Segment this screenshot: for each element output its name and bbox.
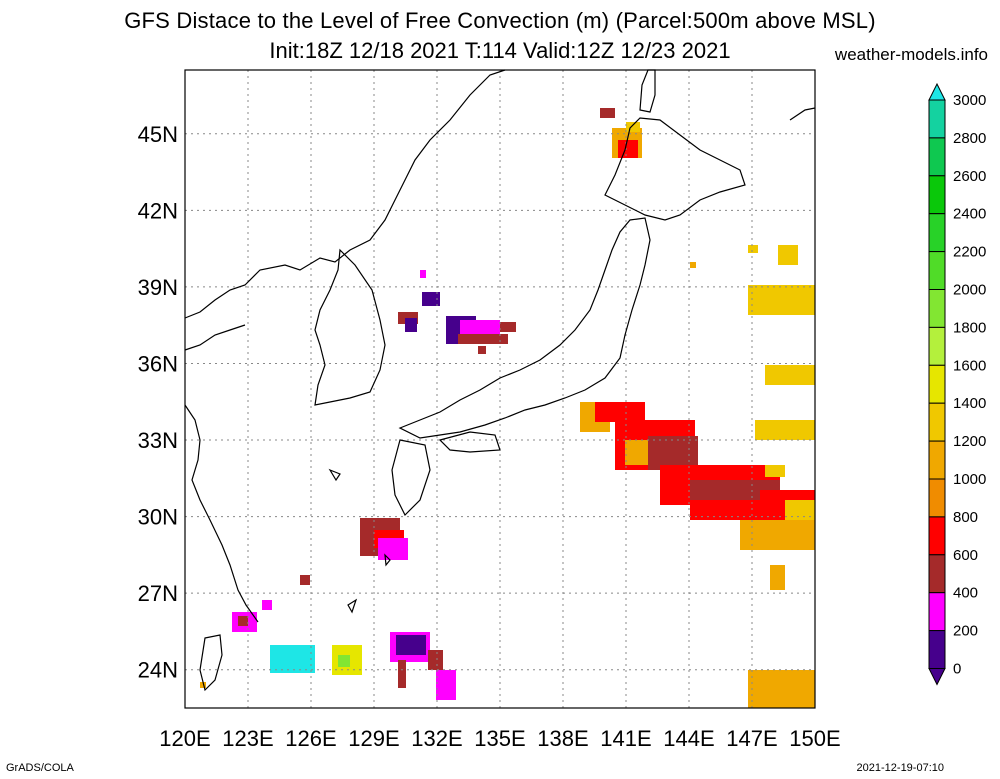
x-tick-label: 123E [222, 726, 273, 751]
y-tick-label: 45N [138, 122, 178, 147]
lfc-cell [458, 334, 508, 344]
lfc-cell [690, 500, 760, 520]
colorbar-label: 3000 [953, 92, 986, 109]
colorbar-label: 1400 [953, 395, 986, 412]
lfc-cell [765, 365, 815, 385]
lfc-cell [748, 285, 815, 315]
x-tick-label: 132E [411, 726, 462, 751]
lfc-cell [690, 262, 696, 268]
x-tick-label: 120E [159, 726, 210, 751]
y-tick-label: 36N [138, 351, 178, 376]
lfc-cell [422, 292, 440, 306]
colorbar-swatch [928, 402, 946, 442]
colorbar-label: 2600 [953, 168, 986, 185]
colorbar-swatch [928, 440, 946, 480]
lfc-cell [300, 575, 310, 585]
lfc-cell [770, 565, 785, 590]
lfc-cell [405, 318, 417, 332]
colorbar: 3000280026002400220020001800160014001200… [928, 82, 986, 686]
colorbar-label: 1200 [953, 433, 986, 450]
colorbar-label: 600 [953, 547, 978, 564]
lfc-cell [378, 538, 408, 560]
plot-frame [184, 69, 816, 709]
lfc-cell [740, 520, 815, 550]
lfc-cell [648, 436, 698, 470]
x-tick-label: 150E [789, 726, 840, 751]
lfc-cell [478, 346, 486, 354]
colorbar-label: 200 [953, 623, 978, 640]
colorbar-swatch [928, 326, 946, 366]
lfc-cell [500, 322, 516, 332]
y-tick-label: 24N [138, 658, 178, 683]
chart-subtitle: Init:18Z 12/18 2021 T:114 Valid:12Z 12/2… [269, 38, 731, 63]
lfc-cell [748, 670, 815, 708]
colorbar-cap-bottom [928, 668, 946, 686]
lfc-cell [398, 660, 406, 688]
lfc-cell [755, 420, 815, 440]
x-tick-label: 126E [285, 726, 336, 751]
x-axis-labels: 120E 123E 126E 129E 132E 135E 138E 141E 144E 147E… [159, 726, 840, 751]
y-tick-label: 33N [138, 428, 178, 453]
colorbar-label: 2000 [953, 282, 986, 299]
lfc-cell [420, 270, 426, 278]
footer-software: GrADS/COLA [6, 762, 74, 774]
y-tick-label: 42N [138, 198, 178, 223]
colorbar-swatch [928, 251, 946, 291]
colorbar-cap-top [928, 82, 946, 101]
colorbar-label: 2400 [953, 206, 986, 223]
lfc-cell [270, 645, 315, 673]
x-tick-label: 135E [474, 726, 525, 751]
colorbar-label: 400 [953, 585, 978, 602]
colorbar-swatch [928, 630, 946, 669]
x-tick-label: 138E [537, 726, 588, 751]
coastlines [184, 69, 816, 692]
lfc-cell [396, 635, 426, 655]
chart-title: GFS Distace to the Level of Free Convect… [124, 8, 876, 33]
lfc-cell [238, 616, 248, 626]
colorbar-swatch [928, 137, 946, 177]
colorbar-label: 2800 [953, 130, 986, 147]
colorbar-label: 2200 [953, 244, 986, 261]
colorbar-label: 1600 [953, 357, 986, 374]
lfc-cell [785, 500, 815, 520]
lfc-cell [748, 245, 758, 253]
footer-timestamp: 2021-12-19-07:10 [856, 762, 944, 774]
lfc-cell [618, 140, 638, 158]
colorbar-swatch [928, 478, 946, 518]
colorbar-swatch [928, 289, 946, 328]
colorbar-swatch [928, 516, 946, 556]
gridlines [185, 70, 815, 708]
colorbar-label: 1800 [953, 319, 986, 336]
lfc-cell [262, 600, 272, 610]
lfc-cell [338, 655, 350, 667]
x-tick-label: 147E [726, 726, 777, 751]
lfc-cell [428, 650, 443, 670]
lfc-field [200, 108, 815, 708]
x-tick-label: 144E [663, 726, 714, 751]
lfc-cell [436, 670, 456, 700]
y-tick-label: 39N [138, 275, 178, 300]
lfc-cell [600, 108, 615, 118]
colorbar-label: 0 [953, 661, 961, 678]
colorbar-swatch [928, 554, 946, 594]
colorbar-swatch [928, 175, 946, 215]
colorbar-swatch [928, 213, 946, 253]
y-axis-labels: 45N 42N 39N 36N 33N 30N 27N 24N [138, 122, 178, 683]
colorbar-swatch [928, 364, 946, 404]
y-tick-label: 27N [138, 581, 178, 606]
lfc-cell [595, 402, 645, 422]
x-tick-label: 129E [348, 726, 399, 751]
site-label: weather-models.info [834, 45, 988, 64]
lfc-cell [200, 682, 206, 688]
lfc-cell [626, 122, 640, 132]
colorbar-label: 800 [953, 509, 978, 526]
colorbar-label: 1000 [953, 471, 986, 488]
x-tick-label: 141E [600, 726, 651, 751]
colorbar-swatch [928, 99, 946, 139]
lfc-cell [765, 465, 785, 477]
colorbar-swatch [928, 592, 946, 632]
y-tick-label: 30N [138, 505, 178, 530]
lfc-cell [778, 245, 798, 265]
